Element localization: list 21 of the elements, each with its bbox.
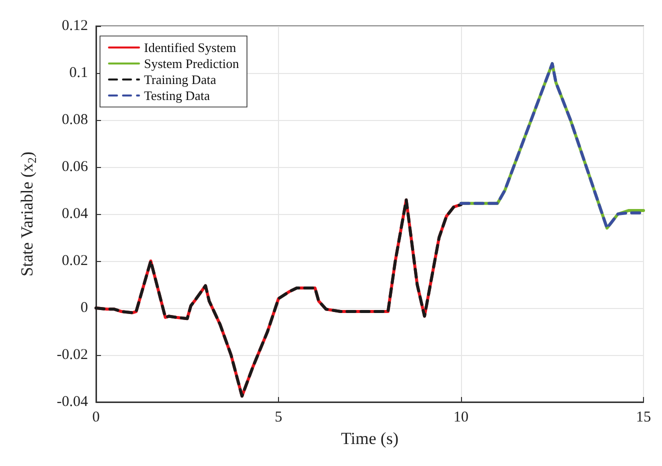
x-tick-label: 10 (454, 410, 468, 426)
legend-label: Training Data (144, 72, 216, 87)
line-series (94, 198, 462, 398)
y-axis-title: State Variable (x2) (18, 152, 39, 276)
y-tick-label: 0.04 (62, 206, 88, 222)
y-tick-label: 0.02 (62, 253, 88, 269)
y-tick-label: 0.08 (62, 112, 88, 128)
legend-label: Testing Data (144, 88, 210, 103)
y-tick-label: 0.1 (69, 65, 88, 81)
legend-label: Identified System (144, 40, 236, 55)
y-tick-label: -0.04 (56, 394, 88, 410)
y-tick-label: 0.06 (62, 159, 88, 175)
y-tick-label: 0.12 (62, 18, 88, 34)
x-tick-label: 5 (274, 410, 282, 426)
y-tick-label: 0 (80, 300, 88, 316)
y-tick-label: -0.02 (56, 347, 88, 363)
legend-label: System Prediction (144, 56, 240, 71)
x-axis-title: Time (s) (341, 428, 398, 448)
x-tick-label: 0 (92, 410, 100, 426)
x-tick-label: 15 (636, 410, 651, 426)
line-series (460, 62, 645, 230)
